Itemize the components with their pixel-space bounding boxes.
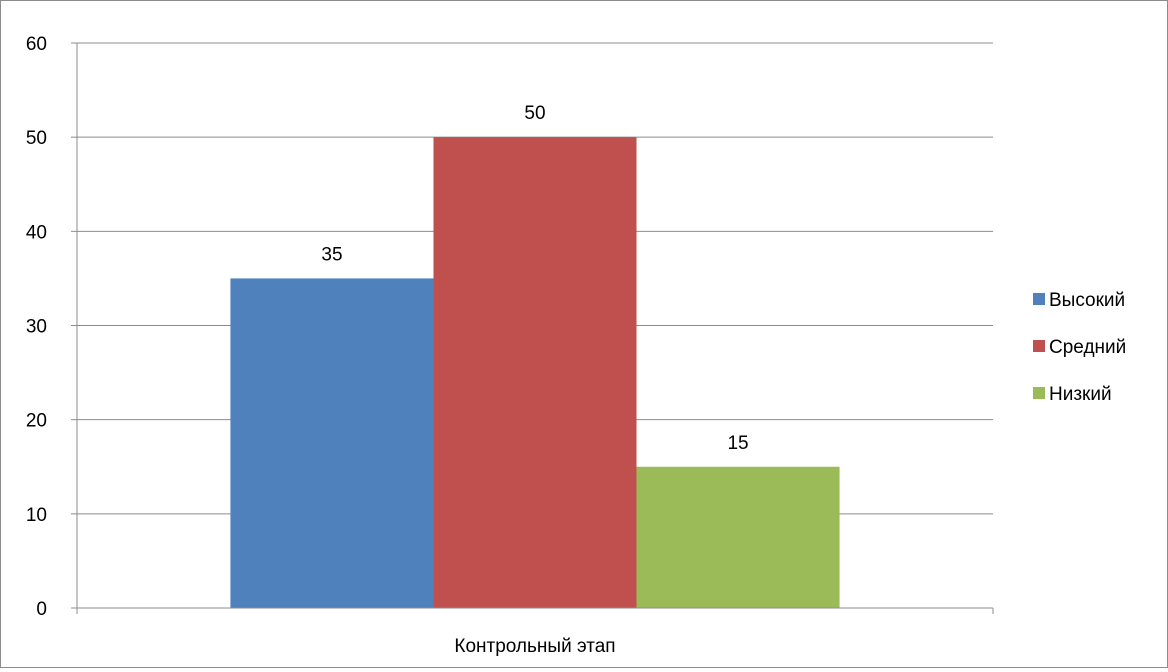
y-tick-label: 40: [26, 222, 47, 243]
legend-swatch: [1033, 387, 1045, 399]
y-tick-label: 20: [26, 411, 47, 432]
y-tick-label: 0: [36, 599, 47, 620]
axes: 0 10 20 30 40 50 60 Контрольный этап: [26, 34, 994, 657]
data-label: 35: [321, 244, 342, 265]
bar-Средний: [433, 137, 637, 608]
bar-Высокий: [230, 278, 434, 608]
y-tick-label: 50: [26, 128, 47, 149]
data-label: 15: [727, 433, 748, 454]
data-label: 50: [524, 103, 545, 124]
legend: Высокий Средний Низкий: [1033, 290, 1126, 405]
x-category-label: Контрольный этап: [454, 636, 615, 657]
bar-Низкий: [636, 466, 840, 608]
data-labels: 35 50 15: [321, 103, 748, 454]
legend-label: Средний: [1049, 337, 1126, 358]
legend-swatch: [1033, 340, 1045, 352]
legend-label: Высокий: [1049, 290, 1125, 311]
y-tick-label: 10: [26, 505, 47, 526]
bars: [230, 137, 840, 608]
legend-swatch: [1033, 293, 1045, 305]
legend-label: Низкий: [1049, 384, 1112, 405]
y-tick-label: 60: [26, 34, 47, 55]
y-tick-label: 30: [26, 317, 47, 338]
